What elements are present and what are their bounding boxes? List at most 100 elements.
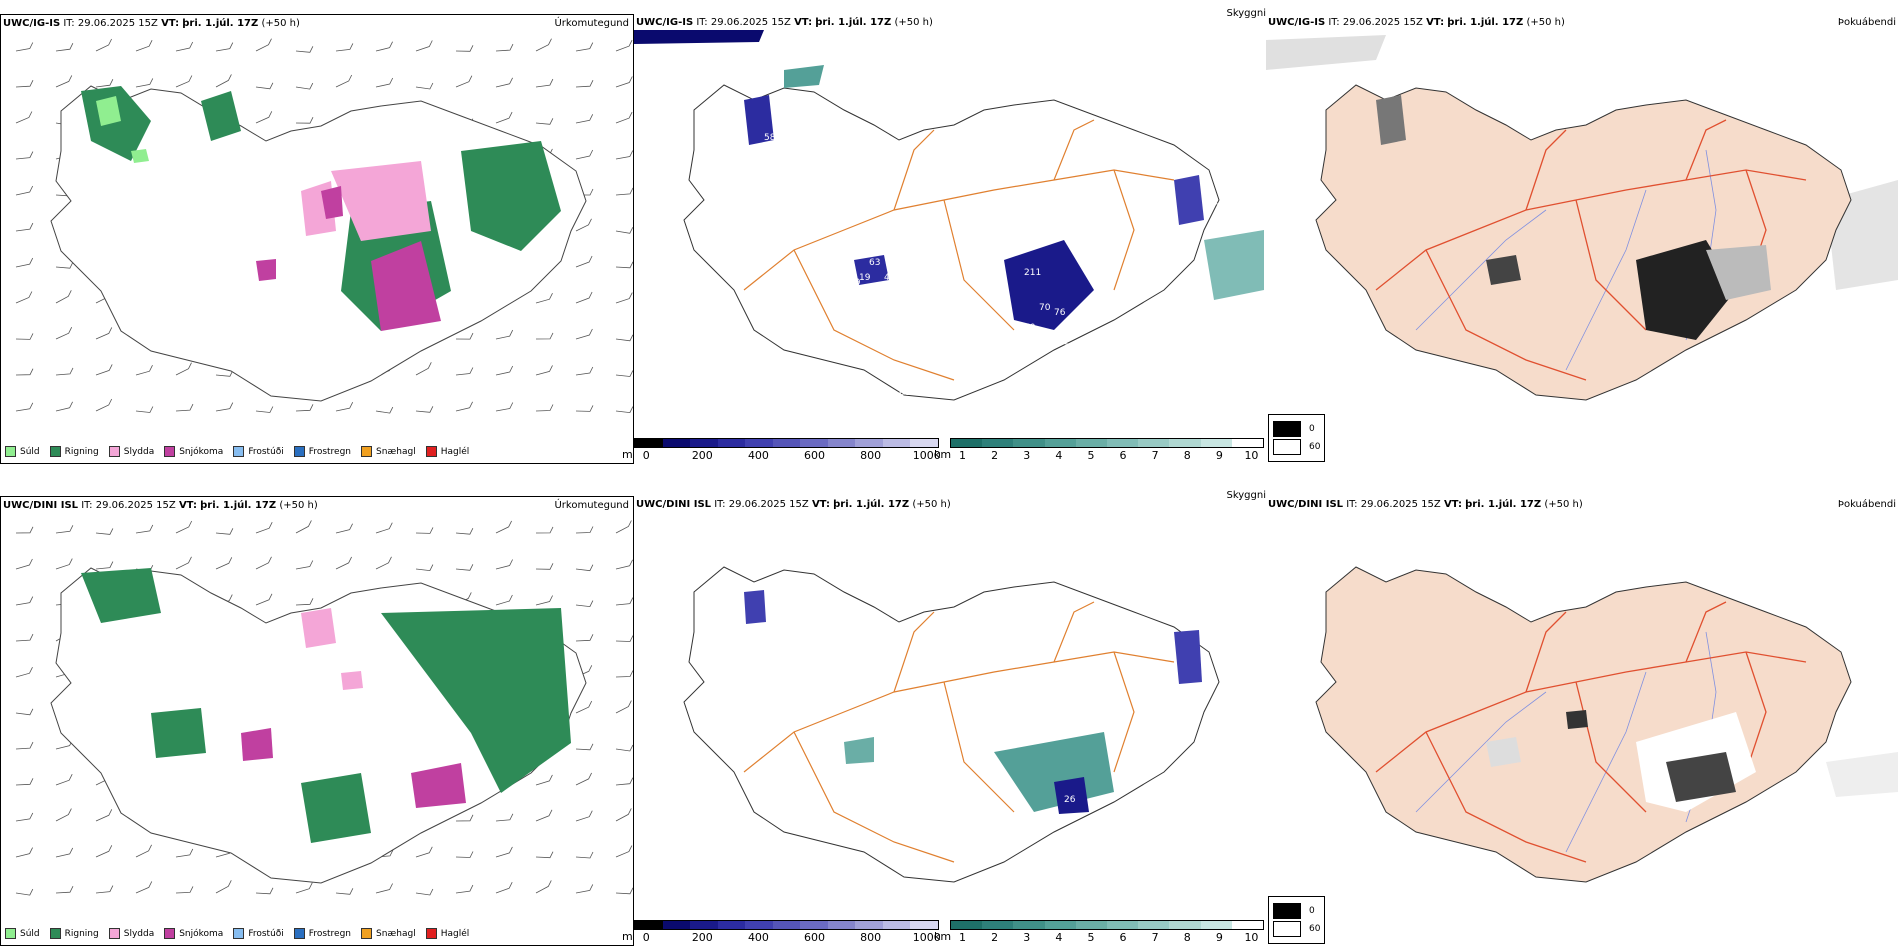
visibility-value-label: 79 xyxy=(774,103,786,113)
height-colorbar: m 0 200 400 600 800 1000 xyxy=(622,438,941,462)
iceland-map: 26 xyxy=(683,566,1220,883)
legend-label: Rigning xyxy=(64,446,99,457)
wind-barb xyxy=(455,814,474,822)
colorbar-cell xyxy=(855,921,883,929)
wind-barb xyxy=(535,563,554,570)
wind-barb xyxy=(55,774,73,786)
wind-barb xyxy=(535,880,552,894)
precip-legend-item: Súld xyxy=(5,446,40,457)
wind-barb xyxy=(615,635,633,642)
wind-barb xyxy=(375,883,393,894)
iceland-map xyxy=(1266,35,1898,401)
colorbar-tick-label: 2 xyxy=(991,449,999,462)
colorbar-cell xyxy=(1044,439,1076,447)
colorbar-cell xyxy=(1107,439,1139,447)
visibility-value-label: 58 xyxy=(764,133,776,143)
panel-header: UWC/DINI ISL IT: 29.06.2025 15Z VT: þri.… xyxy=(636,499,951,510)
legend-swatch xyxy=(164,446,176,457)
low-visibility-areas xyxy=(744,590,1202,814)
fog-legend-item: 0 xyxy=(1273,903,1320,919)
wind-barb xyxy=(615,700,632,714)
wind-barb xyxy=(615,559,633,570)
colorbar-tick-label: 3 xyxy=(1023,449,1031,462)
colorbar-tick-label: 1 xyxy=(959,931,967,944)
wind-barb xyxy=(15,847,33,858)
wind-barb xyxy=(95,561,114,570)
wind-barb xyxy=(175,41,194,52)
wind-barb xyxy=(295,520,312,534)
wind-barb xyxy=(215,528,234,535)
wind-barb xyxy=(15,257,34,268)
visibility-panel-row1: UWC/IG-IS IT: 29.06.2025 15Z VT: þri. 1.… xyxy=(622,8,1266,464)
rain-areas xyxy=(81,568,571,843)
wind-barb xyxy=(495,594,513,606)
wind-barb xyxy=(415,406,434,413)
low-visibility-areas xyxy=(634,30,1264,330)
panel-kind-title: Skyggni xyxy=(1226,8,1266,19)
wind-barb xyxy=(575,772,592,786)
wind-barb xyxy=(615,76,633,88)
wind-barb xyxy=(215,370,234,377)
precip-panel-row2: UWC/DINI ISL IT: 29.06.2025 15Z VT: þri.… xyxy=(0,496,634,946)
colorbar-tick-label: 4 xyxy=(1055,449,1063,462)
wind-barb xyxy=(15,667,33,678)
colorbar-tick-label: 2 xyxy=(991,931,999,944)
wind-barb xyxy=(175,362,192,376)
wind-barb xyxy=(535,774,553,786)
wind-barb xyxy=(375,522,393,534)
wind-barb xyxy=(495,882,513,894)
fog-areas xyxy=(1376,95,1771,340)
panel-kind-title: Úrkomutegund xyxy=(554,18,629,29)
wind-barb xyxy=(255,522,273,534)
fog-legend: 0 60 xyxy=(1268,414,1326,462)
wind-barb xyxy=(535,332,554,340)
fog-legend-item: 60 xyxy=(1273,921,1320,937)
colorbar-cell xyxy=(982,921,1014,929)
fog-legend-item: 0 xyxy=(1273,421,1320,437)
colorbar-cell xyxy=(1200,439,1232,447)
legend-swatch xyxy=(425,446,437,457)
wind-barb xyxy=(135,881,153,894)
wind-barb xyxy=(495,813,514,822)
wind-barb xyxy=(535,404,554,412)
legend-swatch xyxy=(5,928,16,939)
wind-barb xyxy=(415,846,433,858)
colorbar-cell xyxy=(772,921,801,929)
wind-barb xyxy=(615,744,633,752)
precip-legend-item: Frostregn xyxy=(293,446,351,457)
wind-barb xyxy=(295,598,314,606)
panel-header: UWC/IG-IS IT: 29.06.2025 15Z VT: þri. 1.… xyxy=(1268,17,1565,28)
snow-areas xyxy=(256,186,441,331)
visibility-value-label: 57 xyxy=(1209,203,1220,213)
wind-barb xyxy=(495,846,513,858)
wind-barb xyxy=(175,403,194,412)
panel-kind-title: Þokuábendi xyxy=(1837,17,1896,28)
panel-header: UWC/IG-IS IT: 29.06.2025 15Z VT: þri. 1.… xyxy=(3,18,300,29)
precip-panel-row1: UWC/IG-IS IT: 29.06.2025 15Z VT: þri. 1.… xyxy=(0,14,634,464)
wind-barb xyxy=(575,405,594,412)
wind-barb xyxy=(615,370,633,377)
colorbar-cell xyxy=(882,439,911,447)
wind-barb xyxy=(15,80,34,88)
precip-legend: Súld Rigning Slydda Snjókoma Frostúði Frostre… xyxy=(5,446,475,457)
colorbar-tick-label: 400 xyxy=(747,449,769,462)
wind-barb xyxy=(575,743,594,751)
wind-barb xyxy=(15,526,34,534)
colorbar-cell xyxy=(717,921,746,929)
precip-legend-item: Snæhagl xyxy=(361,446,416,457)
colorbar-cell xyxy=(982,439,1014,447)
wind-barb xyxy=(615,39,633,52)
visibility-value-label: 70 xyxy=(1039,303,1051,313)
panel-kind-title: Úrkomutegund xyxy=(554,500,629,511)
colorbar-tick-label: 600 xyxy=(804,931,826,944)
colorbar-tick-label: 0 xyxy=(642,449,650,462)
colorbar-tick-label: 8 xyxy=(1183,449,1191,462)
visibility-value-labels: 26 xyxy=(1064,795,1076,805)
colorbar-tick-label: 5 xyxy=(1087,449,1095,462)
visibility-value-label: 63 xyxy=(869,258,880,268)
coastline xyxy=(683,84,1220,401)
wind-barb xyxy=(55,886,74,894)
wind-barb xyxy=(135,406,154,413)
visibility-value-label: 26 xyxy=(1064,795,1076,805)
colorbar-tick-label: 4 xyxy=(1055,931,1063,944)
